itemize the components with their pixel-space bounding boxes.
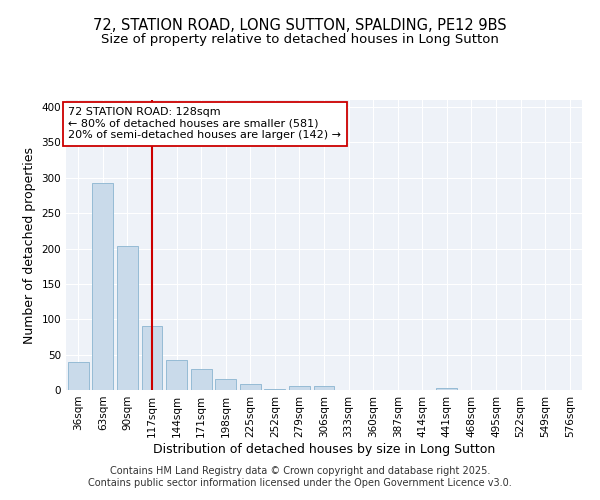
Text: 72 STATION ROAD: 128sqm
← 80% of detached houses are smaller (581)
20% of semi-d: 72 STATION ROAD: 128sqm ← 80% of detache…: [68, 107, 341, 140]
Bar: [166, 360, 187, 390]
Text: 72, STATION ROAD, LONG SUTTON, SPALDING, PE12 9BS: 72, STATION ROAD, LONG SUTTON, SPALDING,…: [93, 18, 507, 32]
X-axis label: Distribution of detached houses by size in Long Sutton: Distribution of detached houses by size …: [153, 442, 495, 456]
Text: Size of property relative to detached houses in Long Sutton: Size of property relative to detached ho…: [101, 32, 499, 46]
Bar: [117, 246, 138, 390]
Bar: [92, 183, 113, 390]
Bar: [265, 388, 286, 390]
Bar: [289, 386, 310, 390]
Bar: [142, 326, 163, 390]
Bar: [191, 369, 212, 390]
Bar: [314, 386, 334, 390]
Bar: [68, 362, 89, 390]
Y-axis label: Number of detached properties: Number of detached properties: [23, 146, 36, 344]
Text: Contains HM Land Registry data © Crown copyright and database right 2025.
Contai: Contains HM Land Registry data © Crown c…: [88, 466, 512, 487]
Bar: [436, 388, 457, 390]
Bar: [215, 378, 236, 390]
Bar: [240, 384, 261, 390]
